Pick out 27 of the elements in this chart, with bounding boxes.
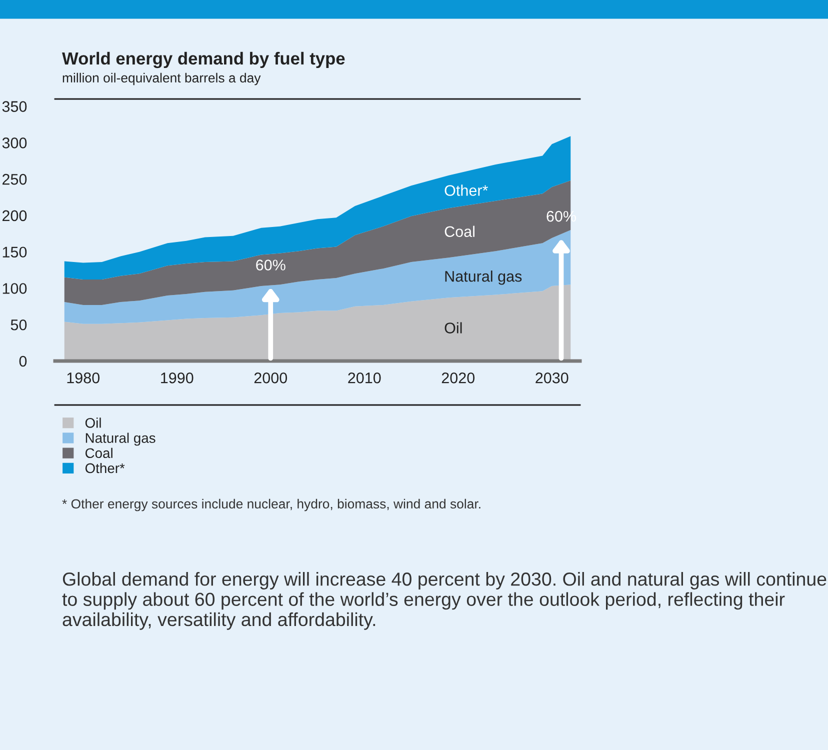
text: Natural gas bbox=[445, 270, 522, 285]
y-tick-label: 100 bbox=[2, 283, 27, 294]
text: Oil bbox=[444, 322, 462, 334]
chart-subtitle: million oil-equivalent barrels a day bbox=[62, 72, 261, 86]
legend-label: Oil bbox=[85, 418, 101, 428]
y-tick-label: 0 bbox=[19, 356, 27, 367]
y-tick-label: 150 bbox=[2, 246, 27, 258]
text: Global demand for energy will increase 40 percent by 2030. Oil and natural gas will continue to supply about 60 percent of the world’s energy over the outlook period, reflecting their availability, versatility and affordability. bbox=[62, 572, 826, 630]
x-tick-label: 1990 bbox=[161, 372, 194, 384]
x-tick-label: 1980 bbox=[67, 372, 100, 384]
x-tick-label: 2000 bbox=[254, 372, 288, 384]
chart-title: World energy demand by fuel type bbox=[62, 52, 345, 68]
text: Coal bbox=[444, 226, 474, 238]
annotation: 60% bbox=[256, 260, 286, 270]
y-tick-label: 250 bbox=[2, 174, 27, 185]
legend-label: Other* bbox=[85, 462, 125, 474]
y-tick-label: 350 bbox=[2, 101, 27, 112]
y-tick-label: 200 bbox=[2, 210, 27, 222]
x-tick-label: 2010 bbox=[348, 372, 381, 384]
text: * Other energy sources include nuclear, hydro, biomass, wind and solar. bbox=[62, 498, 480, 512]
y-tick-label: 300 bbox=[2, 138, 27, 148]
x-tick-label: 2020 bbox=[442, 372, 475, 384]
legend-label: Coal bbox=[85, 448, 112, 458]
x-tick-label: 2030 bbox=[536, 372, 568, 384]
legend-label: Natural gas bbox=[86, 432, 156, 446]
text: Other* bbox=[444, 184, 488, 196]
y-tick-label: 50 bbox=[10, 319, 27, 330]
